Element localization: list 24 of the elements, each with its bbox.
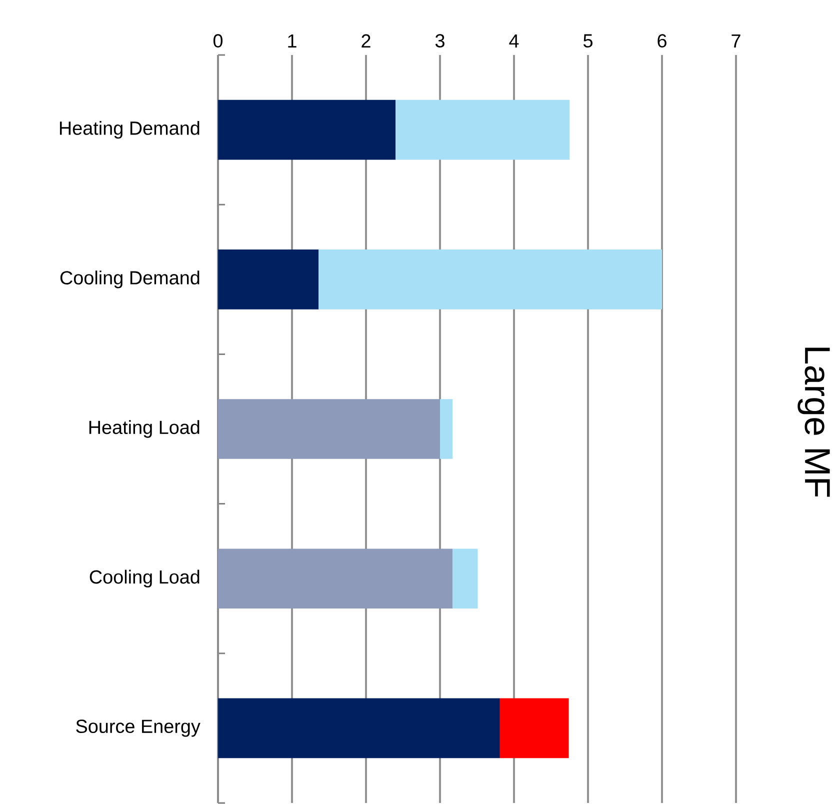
y-tick-label: Heating Load bbox=[89, 420, 200, 438]
y-tick-label: Cooling Load bbox=[90, 570, 200, 588]
x-tick-label: 4 bbox=[509, 34, 519, 48]
bar bbox=[500, 698, 569, 758]
x-tick-label: 2 bbox=[362, 34, 370, 48]
bar bbox=[396, 100, 570, 160]
x-tick-label: 7 bbox=[732, 34, 740, 48]
y-tick-label: Heating Demand bbox=[60, 120, 200, 139]
bar bbox=[218, 698, 500, 758]
x-tick-label: 1 bbox=[288, 34, 296, 48]
x-tick-label: 5 bbox=[583, 34, 592, 48]
x-tick-label: 0 bbox=[213, 34, 223, 48]
y-tick-label: Cooling Demand bbox=[60, 270, 200, 288]
x-tick-label: 6 bbox=[658, 34, 666, 48]
bar bbox=[440, 399, 453, 459]
bar bbox=[218, 100, 396, 160]
bar bbox=[218, 249, 319, 310]
bar bbox=[218, 548, 453, 609]
bar bbox=[218, 399, 440, 459]
y-tick-label: Source Energy bbox=[76, 720, 200, 737]
x-tick-label: 3 bbox=[435, 34, 444, 48]
bar bbox=[318, 249, 662, 310]
y-axis-title: Large MF bbox=[798, 348, 830, 497]
bar bbox=[452, 548, 478, 609]
